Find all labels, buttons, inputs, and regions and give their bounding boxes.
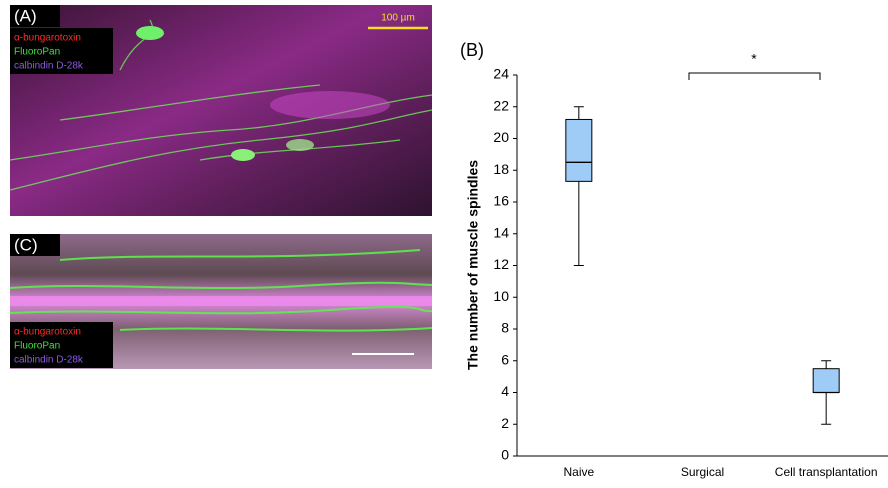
y-tick-label: 8: [501, 320, 509, 336]
y-tick-label: 18: [493, 161, 509, 177]
legend-entry: FluoroPan: [14, 341, 60, 352]
legend-box: [10, 28, 113, 74]
y-tick-label: 2: [501, 415, 509, 431]
y-axis-label: The number of muscle spindles: [465, 160, 481, 370]
y-tick-label: 6: [501, 351, 509, 367]
legend-entry: α-bungarotoxin: [14, 33, 81, 44]
x-tick-label: Naive: [563, 465, 594, 479]
legend-entry: calbindin D-28k: [14, 61, 84, 72]
y-tick-label: 0: [501, 447, 509, 463]
y-tick-label: 12: [493, 256, 509, 272]
y-tick-label: 14: [493, 224, 509, 240]
scale-bar-label: 100 µm: [381, 13, 415, 24]
spot: [286, 139, 314, 151]
panel-label: (A): [14, 6, 37, 25]
y-tick-label: 22: [493, 97, 509, 113]
box: [565, 118, 593, 182]
y-tick-label: 16: [493, 193, 509, 209]
legend-entry: calbindin D-28k: [14, 355, 84, 366]
spot: [136, 26, 164, 40]
panel-a: (A) α-bungarotoxin FluoroPan calbindin D…: [9, 5, 433, 216]
label-box: [10, 234, 60, 256]
y-tick-label: 4: [501, 383, 509, 399]
nerve-fibers: [9, 249, 433, 332]
legend-entry: FluoroPan: [14, 47, 60, 58]
panel-label: (C): [14, 235, 38, 254]
legend-box: [10, 322, 113, 368]
spot: [270, 91, 390, 119]
annotation: *: [751, 51, 757, 67]
box: [812, 368, 840, 393]
band: [10, 296, 432, 306]
legend-entry: α-bungarotoxin: [14, 327, 81, 338]
chart-title: (B): [460, 40, 484, 60]
x-tick-label: Cell transplantation: [775, 465, 878, 479]
panel-c: (C) α-bungarotoxin FluoroPan calbindin D…: [9, 234, 433, 369]
label-box: [10, 5, 60, 27]
y-tick-label: 10: [493, 288, 509, 304]
spot: [231, 149, 255, 161]
x-tick-label: Surgical: [681, 465, 724, 479]
significance-bracket: [688, 72, 821, 80]
y-tick-label: 24: [493, 66, 509, 82]
y-tick-label: 20: [493, 129, 509, 145]
